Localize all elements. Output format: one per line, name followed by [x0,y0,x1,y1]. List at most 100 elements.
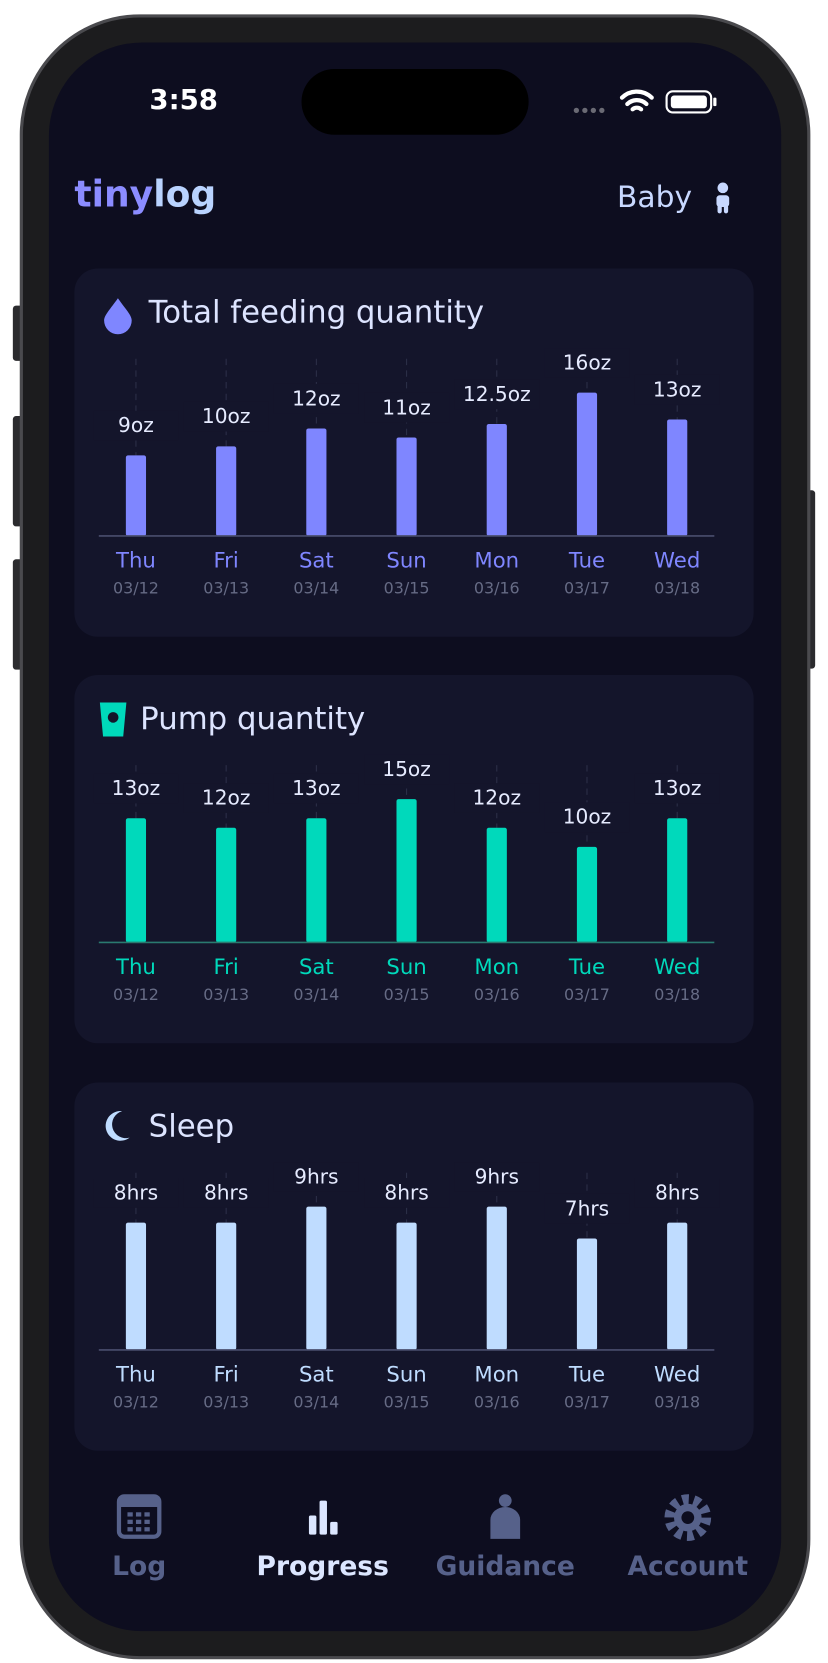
date-label: 03/18 [654,1392,700,1411]
nav-item[interactable]: Log [112,1494,166,1582]
profile-name[interactable]: Baby [617,180,692,215]
bar [576,392,598,536]
value-label-bg [183,783,269,813]
status-time: 3:58 [149,83,218,116]
date-label: 03/16 [474,1392,520,1411]
bar [306,1206,327,1350]
value-label-bg [273,773,359,804]
pump-icon-drop [107,712,119,723]
value-label-bg [454,1162,540,1192]
value-label: 12oz [472,786,521,810]
date-label: 03/17 [564,1392,610,1411]
value-label: 12.5oz [463,382,531,406]
calendar-icon-top [118,1496,160,1507]
value-label: 12oz [292,386,341,410]
calendar-dot [135,1519,142,1524]
bar [396,1222,417,1350]
bar [486,1206,507,1350]
date-label: 03/17 [564,985,610,1004]
value-label-bg [93,1178,179,1208]
nav-label[interactable]: Progress [257,1551,389,1582]
bar [667,1222,688,1350]
nav-item[interactable]: Guidance [436,1494,575,1582]
date-label: 03/15 [384,1392,430,1411]
bar [486,827,507,943]
value-label-bg [634,773,720,804]
value-label-bg [544,802,630,833]
bar [306,428,327,536]
value-label-bg [273,1162,359,1192]
value-label: 12oz [202,786,251,810]
value-label-bg [634,374,720,405]
bar [667,419,688,536]
value-label: 9oz [118,413,154,437]
bar [576,846,598,943]
value-label: 10oz [563,805,612,829]
bars-icon [330,1521,338,1535]
value-label: 10oz [202,404,251,428]
bar [396,799,417,943]
nav-label[interactable]: Account [628,1551,749,1582]
value-label-bg [183,1178,269,1208]
value-label: 8hrs [114,1180,158,1204]
signal-dots [573,107,605,114]
value-label: 7hrs [565,1196,609,1220]
calendar-dot [135,1527,142,1532]
value-label-bg [544,348,630,378]
value-label-bg [93,410,179,441]
day-label: Sat [299,955,334,980]
day-label: Tue [568,548,605,573]
day-label: Thu [115,548,156,573]
bar [306,818,327,943]
chart-card: Total feeding quantity 9oz Thu 03/12 10oz Fri… [74,268,754,637]
nav-item[interactable]: Account [628,1494,749,1582]
day-label: Sun [386,1362,426,1387]
day-label: Wed [654,955,700,980]
calendar-dot [144,1519,150,1524]
bar [396,437,417,536]
day-label: Thu [115,1362,156,1387]
date-label: 03/15 [384,985,430,1004]
chart-title: Pump quantity [140,701,365,737]
date-label: 03/12 [113,985,159,1004]
brand-first: tiny [74,173,153,215]
calendar-dot [127,1519,133,1524]
nav-item[interactable]: Progress [257,1500,389,1582]
baby-icon[interactable] [716,182,730,214]
date-label: 03/17 [564,579,610,598]
nav-label[interactable]: Log [112,1551,166,1582]
value-label-bg [93,773,179,804]
bar [576,1238,598,1350]
value-label-bg [544,1193,630,1224]
value-label-bg [634,1178,720,1208]
value-label: 8hrs [384,1180,428,1204]
nav-label[interactable]: Guidance [436,1551,575,1582]
chart-card: Pump quantity 13oz Thu 03/12 12oz Fri 03/13 13o… [74,674,754,1044]
value-label: 13oz [292,776,341,800]
gear-icon-hole [681,1511,695,1524]
value-label: 8hrs [204,1180,248,1204]
calendar-dot [127,1527,133,1532]
date-label: 03/18 [654,579,700,598]
bar [216,1222,237,1350]
bar [216,827,237,943]
value-label: 13oz [653,377,702,401]
moon-icon [105,1111,130,1141]
value-label: 11oz [382,395,431,419]
value-label-bg [454,379,540,410]
day-label: Sat [299,548,334,573]
date-label: 03/18 [654,985,700,1004]
dynamic-island [301,68,529,135]
day-label: Sun [386,548,426,573]
wifi-icon [619,89,654,112]
drop-icon [104,298,132,335]
brand-second: log [153,173,216,215]
day-label: Wed [654,1362,700,1387]
day-label: Sun [386,955,426,980]
brand: tinylog [74,173,216,215]
day-label: Fri [214,1362,239,1387]
date-label: 03/13 [203,985,249,1004]
bottom-nav: Log Progress Guidance Account [112,1494,748,1582]
value-label-bg [364,1178,450,1208]
value-label: 13oz [112,776,161,800]
